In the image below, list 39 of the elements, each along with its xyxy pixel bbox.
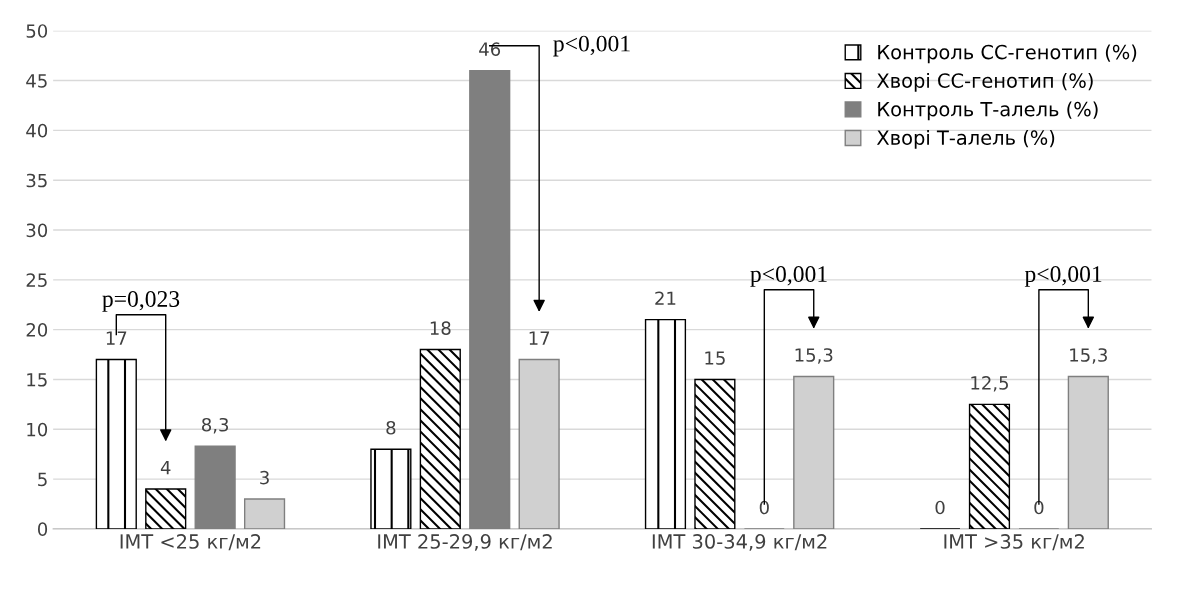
y-tick-label: 45	[26, 74, 47, 88]
y-tick-label: 40	[26, 123, 48, 138]
x-tick-label: IMT <25 кг/м2	[120, 534, 261, 551]
annotation: p=0,023	[102, 290, 180, 312]
data-label: 0	[935, 500, 945, 515]
y-tick-label: 15	[27, 373, 47, 387]
data-label: 21	[655, 291, 676, 305]
data-label: 12,5	[971, 376, 1008, 392]
x-tick-label: IMT >35 кг/м2	[944, 534, 1084, 551]
data-label: 46	[479, 42, 501, 56]
legend-label: Контроль Т-алель (%)	[878, 101, 1098, 121]
data-label: 4	[160, 461, 171, 475]
legend-label: Хворі Т-алель (%)	[876, 129, 1055, 149]
y-tick-label: 30	[26, 223, 48, 238]
data-label: 17	[106, 331, 127, 345]
data-label: 8,3	[202, 417, 229, 434]
data-label: 8	[386, 420, 396, 435]
data-label: 15,3	[795, 348, 833, 364]
annotation: p<0,001	[750, 266, 827, 287]
y-tick-label: 35	[26, 173, 47, 188]
data-label: 0	[759, 500, 769, 515]
annotation: p<0,001	[1024, 266, 1102, 287]
legend-label: Контроль СС-генотип (%)	[878, 44, 1137, 64]
data-label: 18	[430, 321, 451, 335]
y-tick-label: 50	[26, 24, 48, 38]
y-tick-label: 20	[26, 323, 48, 337]
y-tick-label: 25	[26, 273, 47, 287]
legend-label: Хворі СС-генотип (%)	[876, 72, 1093, 92]
y-tick-label: 10	[27, 422, 48, 437]
data-label: 0	[1034, 500, 1044, 515]
y-tick-label: 0	[37, 522, 48, 537]
data-label: 17	[529, 331, 550, 345]
data-label: 3	[260, 470, 269, 485]
annotation: p<0,001	[553, 35, 630, 57]
y-tick-label: 5	[38, 472, 47, 487]
data-label: 15	[705, 351, 725, 365]
x-tick-label: IMT 25-29,9 кг/м2	[378, 534, 552, 551]
data-label: 15,3	[1070, 348, 1107, 364]
x-tick-label: IMT 30-34,9 кг/м2	[652, 534, 827, 551]
